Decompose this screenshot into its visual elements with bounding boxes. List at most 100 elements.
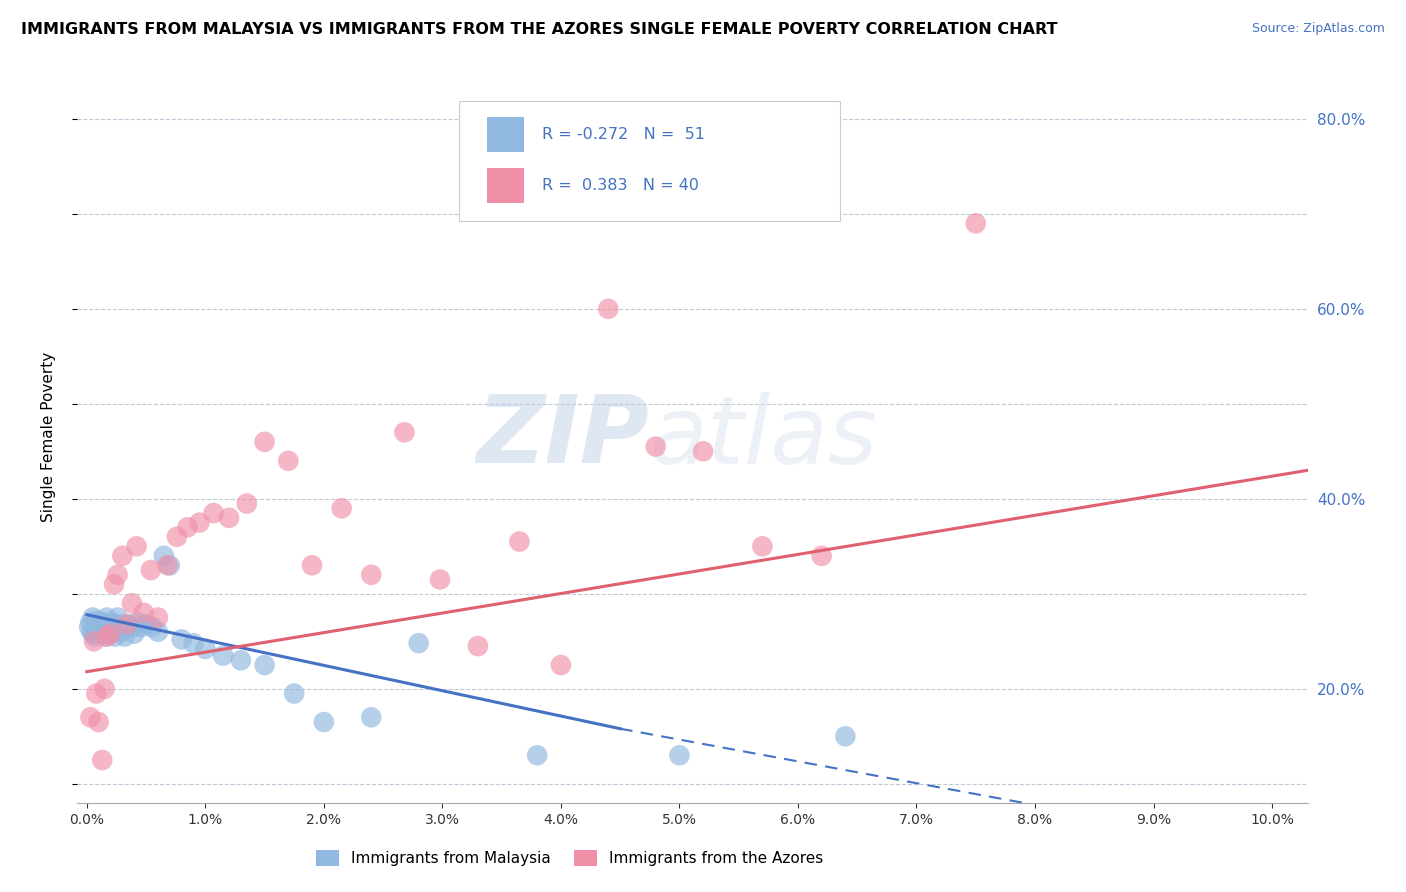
Point bbox=[598, 301, 620, 316]
Point bbox=[360, 710, 382, 724]
Point bbox=[644, 440, 666, 454]
Point bbox=[100, 615, 122, 630]
Point bbox=[90, 620, 112, 634]
Point bbox=[125, 539, 148, 553]
Point bbox=[83, 634, 105, 648]
Point bbox=[153, 549, 176, 563]
Text: R =  0.383   N = 40: R = 0.383 N = 40 bbox=[543, 178, 699, 193]
Point bbox=[100, 620, 122, 634]
Text: Source: ZipAtlas.com: Source: ZipAtlas.com bbox=[1251, 22, 1385, 36]
Point bbox=[139, 563, 162, 577]
Point bbox=[105, 620, 128, 634]
Point bbox=[668, 748, 690, 763]
Point bbox=[751, 539, 773, 553]
Point bbox=[84, 687, 107, 701]
Point bbox=[202, 506, 225, 520]
Bar bbox=[486, 117, 524, 152]
Text: IMMIGRANTS FROM MALAYSIA VS IMMIGRANTS FROM THE AZORES SINGLE FEMALE POVERTY COR: IMMIGRANTS FROM MALAYSIA VS IMMIGRANTS F… bbox=[21, 22, 1057, 37]
Point bbox=[176, 520, 198, 534]
Point bbox=[93, 624, 115, 639]
Point bbox=[312, 714, 335, 729]
Point bbox=[526, 748, 548, 763]
Bar bbox=[486, 168, 524, 203]
Point bbox=[93, 681, 115, 696]
Point bbox=[96, 610, 118, 624]
Point bbox=[330, 501, 353, 516]
Point bbox=[408, 636, 430, 650]
Point bbox=[229, 653, 252, 667]
Point bbox=[394, 425, 416, 440]
Point bbox=[98, 626, 121, 640]
Point bbox=[360, 567, 382, 582]
Point bbox=[115, 617, 138, 632]
Point bbox=[183, 636, 205, 650]
Point bbox=[277, 454, 299, 468]
Point bbox=[127, 615, 149, 630]
Point bbox=[253, 434, 276, 449]
Point bbox=[159, 558, 181, 573]
Text: ZIP: ZIP bbox=[477, 391, 650, 483]
Point bbox=[218, 511, 240, 525]
Point bbox=[301, 558, 323, 573]
Point bbox=[508, 534, 530, 549]
Point bbox=[87, 623, 110, 637]
Point bbox=[82, 610, 104, 624]
Point bbox=[84, 617, 107, 632]
Point bbox=[550, 658, 572, 673]
Point bbox=[122, 626, 145, 640]
Point bbox=[121, 620, 143, 634]
Point bbox=[131, 620, 153, 634]
Point bbox=[146, 624, 169, 639]
Point bbox=[91, 615, 114, 630]
Point bbox=[87, 714, 110, 729]
Point bbox=[103, 617, 125, 632]
Point bbox=[89, 626, 111, 640]
Point bbox=[79, 710, 101, 724]
Point bbox=[141, 620, 163, 634]
Point bbox=[86, 614, 108, 628]
Point bbox=[101, 624, 124, 639]
Point bbox=[467, 639, 489, 653]
Point bbox=[170, 632, 193, 647]
Point bbox=[429, 573, 451, 587]
Point bbox=[810, 549, 832, 563]
Point bbox=[965, 216, 987, 230]
Point bbox=[107, 567, 129, 582]
Point bbox=[79, 615, 101, 630]
Legend: Immigrants from Malaysia, Immigrants from the Azores: Immigrants from Malaysia, Immigrants fro… bbox=[309, 844, 830, 872]
Point bbox=[117, 617, 139, 632]
Point bbox=[132, 606, 155, 620]
Point bbox=[166, 530, 188, 544]
Point bbox=[156, 558, 179, 573]
Text: atlas: atlas bbox=[650, 392, 877, 483]
Point bbox=[100, 626, 122, 640]
Point bbox=[94, 630, 117, 644]
Point bbox=[283, 687, 305, 701]
Point bbox=[104, 630, 127, 644]
Point bbox=[135, 617, 157, 632]
Point bbox=[146, 610, 169, 624]
Point bbox=[107, 610, 129, 624]
Point bbox=[834, 729, 856, 743]
Point bbox=[692, 444, 714, 458]
Point bbox=[83, 626, 105, 640]
Point bbox=[103, 577, 125, 591]
Point bbox=[80, 624, 103, 639]
Point bbox=[114, 630, 136, 644]
Point bbox=[96, 630, 118, 644]
Point bbox=[91, 753, 114, 767]
Point bbox=[93, 617, 115, 632]
Point bbox=[212, 648, 235, 663]
Point bbox=[111, 624, 134, 639]
Point bbox=[253, 658, 276, 673]
Y-axis label: Single Female Poverty: Single Female Poverty bbox=[42, 352, 56, 522]
Point bbox=[188, 516, 211, 530]
Point bbox=[111, 549, 134, 563]
Point bbox=[84, 630, 107, 644]
Text: R = -0.272   N =  51: R = -0.272 N = 51 bbox=[543, 127, 706, 142]
Point bbox=[236, 497, 259, 511]
Point bbox=[97, 621, 120, 635]
Point bbox=[108, 617, 131, 632]
FancyBboxPatch shape bbox=[458, 101, 841, 221]
Point bbox=[194, 641, 217, 656]
